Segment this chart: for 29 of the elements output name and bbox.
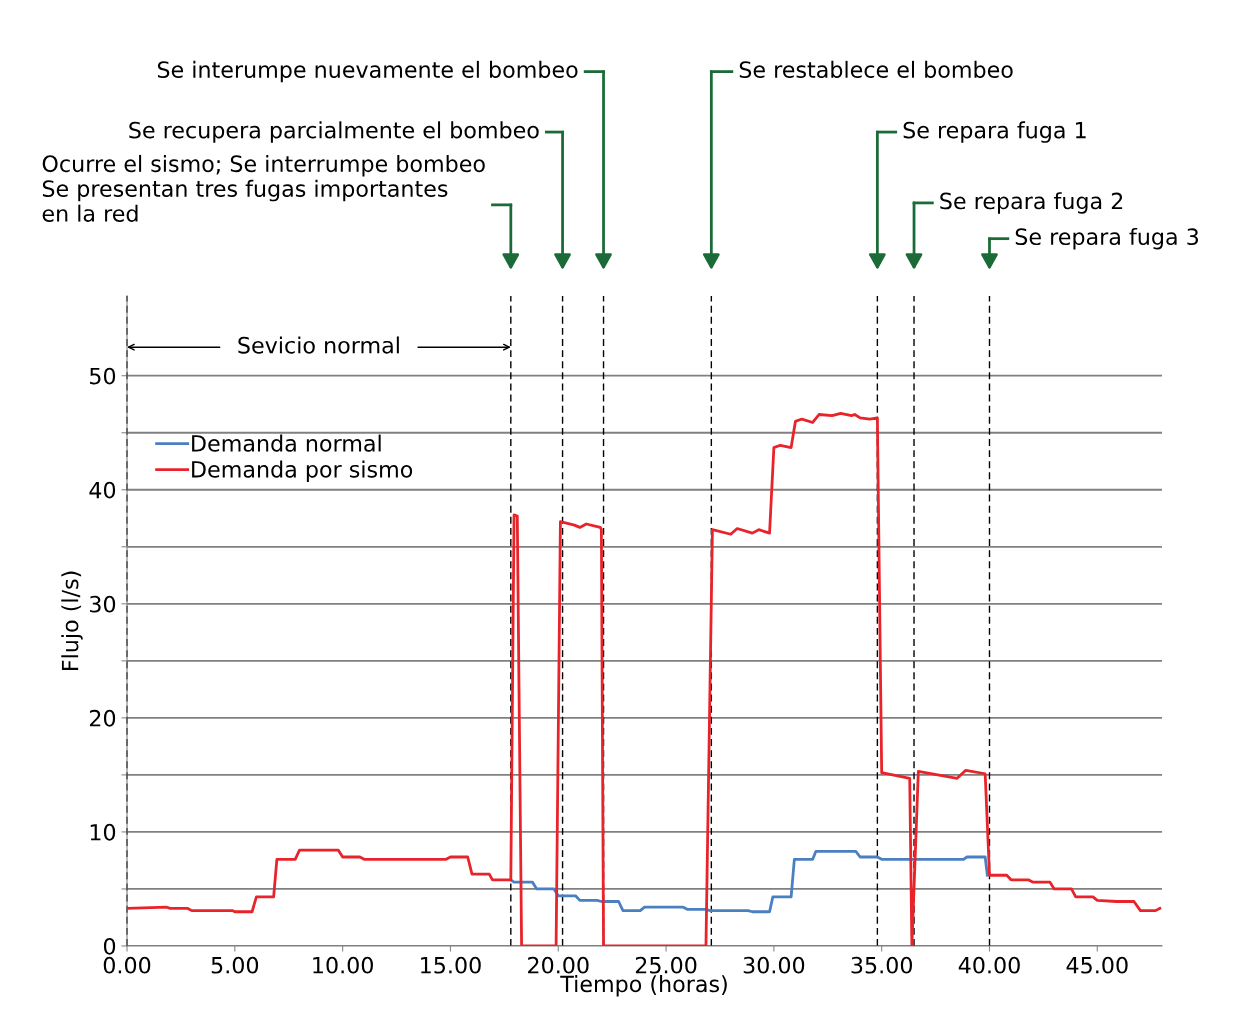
y-tick-label: 40: [89, 481, 116, 499]
x-tick-label: 0.00: [103, 956, 151, 974]
annotation: Sevicio normal: [238, 336, 399, 354]
text: Se restablece el bombeo: [739, 60, 1013, 79]
y-tick-label: 0: [103, 937, 116, 955]
x-tick-label: 30.00: [743, 956, 805, 974]
text: Se repara fuga 2: [940, 192, 1123, 214]
legend-label: Demanda por sismo: [192, 460, 413, 483]
x-tick-label: 45.00: [1066, 956, 1128, 974]
x-tick-label: 40.00: [958, 956, 1020, 974]
text: Se repara fuga 1: [903, 121, 1086, 143]
line-series: [509, 849, 989, 914]
y-tick-label: 30: [90, 595, 116, 613]
x-tick-label: 15.00: [421, 956, 481, 974]
x-axis-title: Tiempo (horas): [560, 975, 727, 997]
x-tick-label: 35.00: [851, 956, 913, 974]
legend-label: Demanda normal: [192, 434, 381, 452]
x-tick-label: 20.00: [528, 956, 589, 974]
x-tick-label: 5.00: [211, 956, 259, 974]
text: Se repara fuga 3: [1015, 227, 1199, 250]
y-tick-label: 20: [89, 709, 116, 727]
y-tick-label: 10: [90, 823, 116, 841]
text: Se interumpe nuevamente el bombeo: [157, 60, 578, 83]
x-tick-label: 25.00: [635, 956, 697, 974]
y-axis-title: Flujo (l/s): [61, 571, 83, 670]
text: Se recupera parcialmente el bombeo: [129, 121, 539, 143]
x-tick-label: 10.00: [313, 956, 373, 974]
text: Ocurre el sismo; Se interrumpe bombeo Se presentan tres fugas importantes en la red: [42, 154, 485, 222]
y-tick-label: 50: [90, 367, 116, 385]
